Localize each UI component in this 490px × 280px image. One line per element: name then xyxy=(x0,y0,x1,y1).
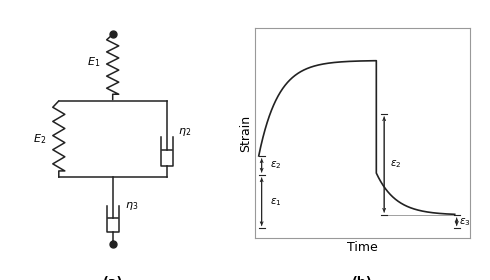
X-axis label: Time: Time xyxy=(347,241,378,254)
Text: $\varepsilon_2$: $\varepsilon_2$ xyxy=(390,158,401,171)
Text: $\varepsilon_1$: $\varepsilon_1$ xyxy=(270,196,281,208)
Text: (b): (b) xyxy=(352,276,373,280)
Text: $\eta_3$: $\eta_3$ xyxy=(124,200,138,212)
Text: $\varepsilon_3$: $\varepsilon_3$ xyxy=(459,216,470,228)
Y-axis label: Strain: Strain xyxy=(239,115,252,151)
Text: (a): (a) xyxy=(102,276,123,280)
Text: $\eta_2$: $\eta_2$ xyxy=(178,126,192,138)
Text: $\varepsilon_2$: $\varepsilon_2$ xyxy=(270,160,281,171)
Text: $E_2$: $E_2$ xyxy=(33,132,46,146)
Text: $E_1$: $E_1$ xyxy=(87,55,100,69)
